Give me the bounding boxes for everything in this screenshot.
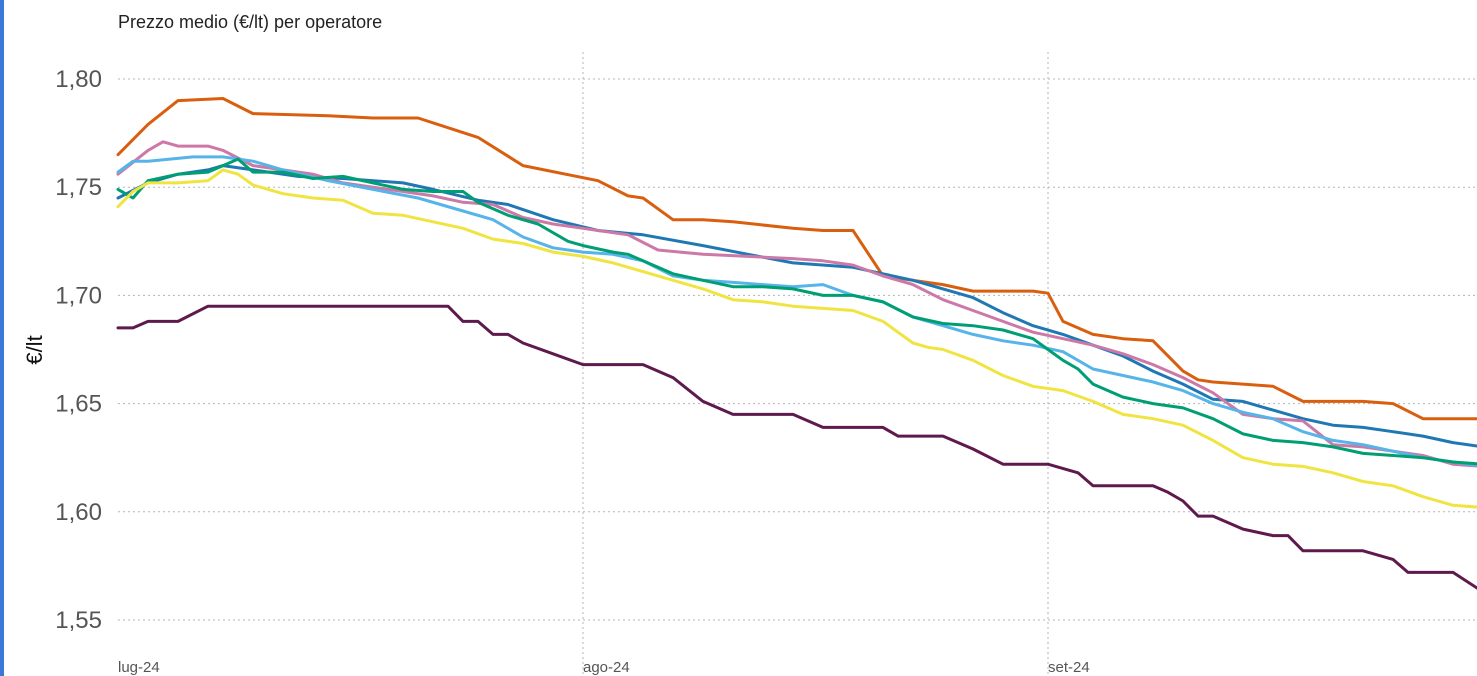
- grid: [118, 52, 1477, 676]
- x-axis: lug-24 ago-24 set-24: [118, 659, 1090, 676]
- x-tick-label: set-24: [1048, 659, 1090, 676]
- series-line-4: [116, 155, 1477, 468]
- series-line-7: [116, 304, 1477, 590]
- window-left-edge: [0, 0, 4, 676]
- x-tick-label: ago-24: [583, 659, 630, 676]
- y-axis-label: €/lt: [22, 335, 47, 364]
- y-tick-label: 1,80: [55, 66, 102, 93]
- y-axis: 1,80 1,75 1,70 1,65 1,60 1,55: [55, 66, 102, 634]
- series-line-5: [116, 157, 1477, 466]
- x-tick-label: lug-24: [118, 659, 160, 676]
- y-tick-label: 1,60: [55, 499, 102, 526]
- y-tick-label: 1,75: [55, 174, 102, 201]
- y-tick-label: 1,65: [55, 391, 102, 418]
- y-tick-label: 1,55: [55, 607, 102, 634]
- chart-title: Prezzo medio (€/lt) per operatore: [118, 12, 383, 32]
- y-tick-label: 1,70: [55, 282, 102, 309]
- series-group: [116, 97, 1477, 590]
- series-line-6: [116, 168, 1477, 509]
